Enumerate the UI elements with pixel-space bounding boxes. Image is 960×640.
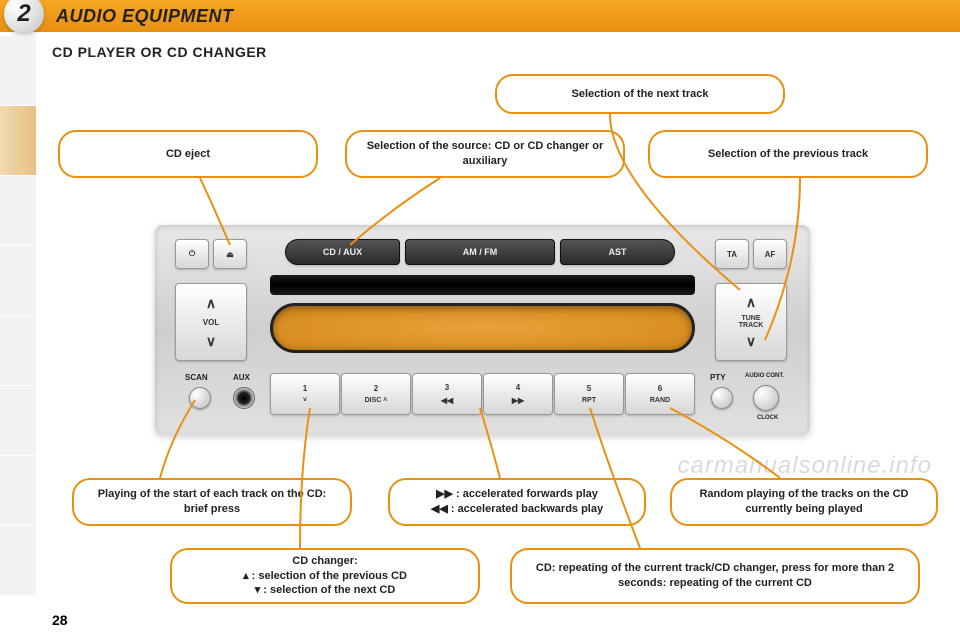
am-fm-label: AM / FM [463, 247, 498, 257]
volume-label: VOL [203, 318, 219, 327]
disc-down-icon: ˅ [303, 397, 307, 404]
callout-text-line: ▾ : selection of the next CD [255, 583, 396, 598]
preset-5-label: 5 [587, 384, 591, 393]
power-icon: ⏻ [189, 249, 195, 259]
cd-slot[interactable] [270, 275, 695, 295]
preset-3-label: 3 [445, 383, 449, 392]
volume-down-icon: ∨ [206, 333, 216, 350]
scan-button[interactable] [189, 387, 211, 409]
side-tab-strip [0, 36, 36, 596]
rewind-icon: ◀◀ [441, 396, 453, 405]
page-number: 28 [52, 612, 68, 628]
callout-next-track: Selection of the next track [495, 74, 785, 114]
preset-5-button[interactable]: 5 RPT [554, 373, 624, 415]
af-button[interactable]: AF [753, 239, 787, 269]
chapter-number: 2 [17, 0, 30, 28]
callout-scan: Playing of the start of each track on th… [72, 478, 352, 526]
callout-text: Random playing of the tracks on the CD c… [686, 487, 922, 517]
callout-ffrew: ▶▶ : accelerated forwards play ◀◀ : acce… [388, 478, 646, 526]
ast-label: AST [609, 247, 627, 257]
callout-text: Selection of the source: CD or CD change… [361, 139, 609, 169]
chapter-badge: 2 [4, 0, 44, 34]
aux-label: AUX [233, 373, 250, 382]
preset-1-label: 1 [303, 384, 307, 393]
volume-up-icon: ∧ [206, 295, 216, 312]
callout-text-line: ▶▶ : accelerated forwards play [436, 487, 598, 502]
preset-4-label: 4 [516, 383, 520, 392]
tune-rocker[interactable]: ∧ TUNE TRACK ∨ [715, 283, 787, 361]
disc-up-icon: ˄ [383, 397, 387, 404]
side-tab [0, 176, 36, 246]
callout-text: CD: repeating of the current track/CD ch… [526, 561, 904, 591]
watermark: carmanualsonline.info [678, 452, 932, 480]
callout-text-line: CD changer: [292, 554, 357, 569]
rand-label: RAND [650, 397, 670, 404]
pty-label: PTY [710, 373, 726, 382]
cd-aux-button[interactable]: CD / AUX [285, 239, 400, 265]
eject-icon: ⏏ [226, 250, 234, 259]
side-tab [0, 456, 36, 526]
preset-6-label: 6 [658, 384, 662, 393]
tune-label-2: TRACK [739, 322, 764, 329]
ast-button[interactable]: AST [560, 239, 675, 265]
side-tab [0, 36, 36, 106]
tune-up-icon: ∧ [746, 294, 756, 311]
aux-jack[interactable] [233, 387, 255, 409]
callout-text-line: ▴ : selection of the previous CD [243, 569, 407, 584]
preset-2-button[interactable]: 2 DISC ˄ [341, 373, 411, 415]
side-tab [0, 246, 36, 316]
preset-2-label: 2 [374, 384, 378, 393]
callout-changer: CD changer: ▴ : selection of the previou… [170, 548, 480, 604]
power-button[interactable]: ⏻ [175, 239, 209, 269]
callout-repeat: CD: repeating of the current track/CD ch… [510, 548, 920, 604]
eject-button[interactable]: ⏏ [213, 239, 247, 269]
preset-1-button[interactable]: 1 ˅ [270, 373, 340, 415]
header-title: AUDIO EQUIPMENT [56, 6, 234, 27]
scan-label: SCAN [185, 373, 208, 382]
side-tab [0, 316, 36, 386]
callout-cd-eject: CD eject [58, 130, 318, 178]
cd-aux-label: CD / AUX [323, 247, 362, 257]
forward-icon: ▶▶ [512, 396, 524, 405]
car-radio-unit: ⏻ ⏏ CD / AUX AM / FM AST TA AF ∧ VOL ∨ ∧… [155, 225, 810, 435]
header-band: 2 AUDIO EQUIPMENT [0, 0, 960, 32]
rpt-label: RPT [582, 397, 596, 404]
preset-3-button[interactable]: 3 ◀◀ [412, 373, 482, 415]
callout-text: Selection of the next track [572, 87, 709, 102]
af-label: AF [765, 250, 776, 259]
pty-button[interactable] [711, 387, 733, 409]
callout-text: CD eject [166, 147, 210, 162]
callout-random: Random playing of the tracks on the CD c… [670, 478, 938, 526]
preset-6-button[interactable]: 6 RAND [625, 373, 695, 415]
ta-label: TA [727, 250, 737, 259]
callout-text: Playing of the start of each track on th… [88, 487, 336, 517]
callout-prev-track: Selection of the previous track [648, 130, 928, 178]
audio-cont-label: AUDIO CONT. [745, 373, 784, 379]
tune-down-icon: ∨ [746, 333, 756, 350]
section-title: CD PLAYER OR CD CHANGER [52, 44, 267, 60]
radio-display [270, 303, 695, 353]
preset-4-button[interactable]: 4 ▶▶ [483, 373, 553, 415]
callout-text: Selection of the previous track [708, 147, 868, 162]
audio-cont-knob[interactable] [753, 385, 779, 411]
tune-label-1: TUNE [741, 315, 760, 322]
side-tab [0, 526, 36, 596]
callout-source: Selection of the source: CD or CD change… [345, 130, 625, 178]
clock-label: CLOCK [757, 415, 778, 421]
side-tab [0, 386, 36, 456]
ta-button[interactable]: TA [715, 239, 749, 269]
disc-label: DISC [365, 397, 382, 404]
am-fm-button[interactable]: AM / FM [405, 239, 555, 265]
volume-rocker[interactable]: ∧ VOL ∨ [175, 283, 247, 361]
side-tab-active [0, 106, 36, 176]
callout-text-line: ◀◀ : accelerated backwards play [431, 502, 603, 517]
